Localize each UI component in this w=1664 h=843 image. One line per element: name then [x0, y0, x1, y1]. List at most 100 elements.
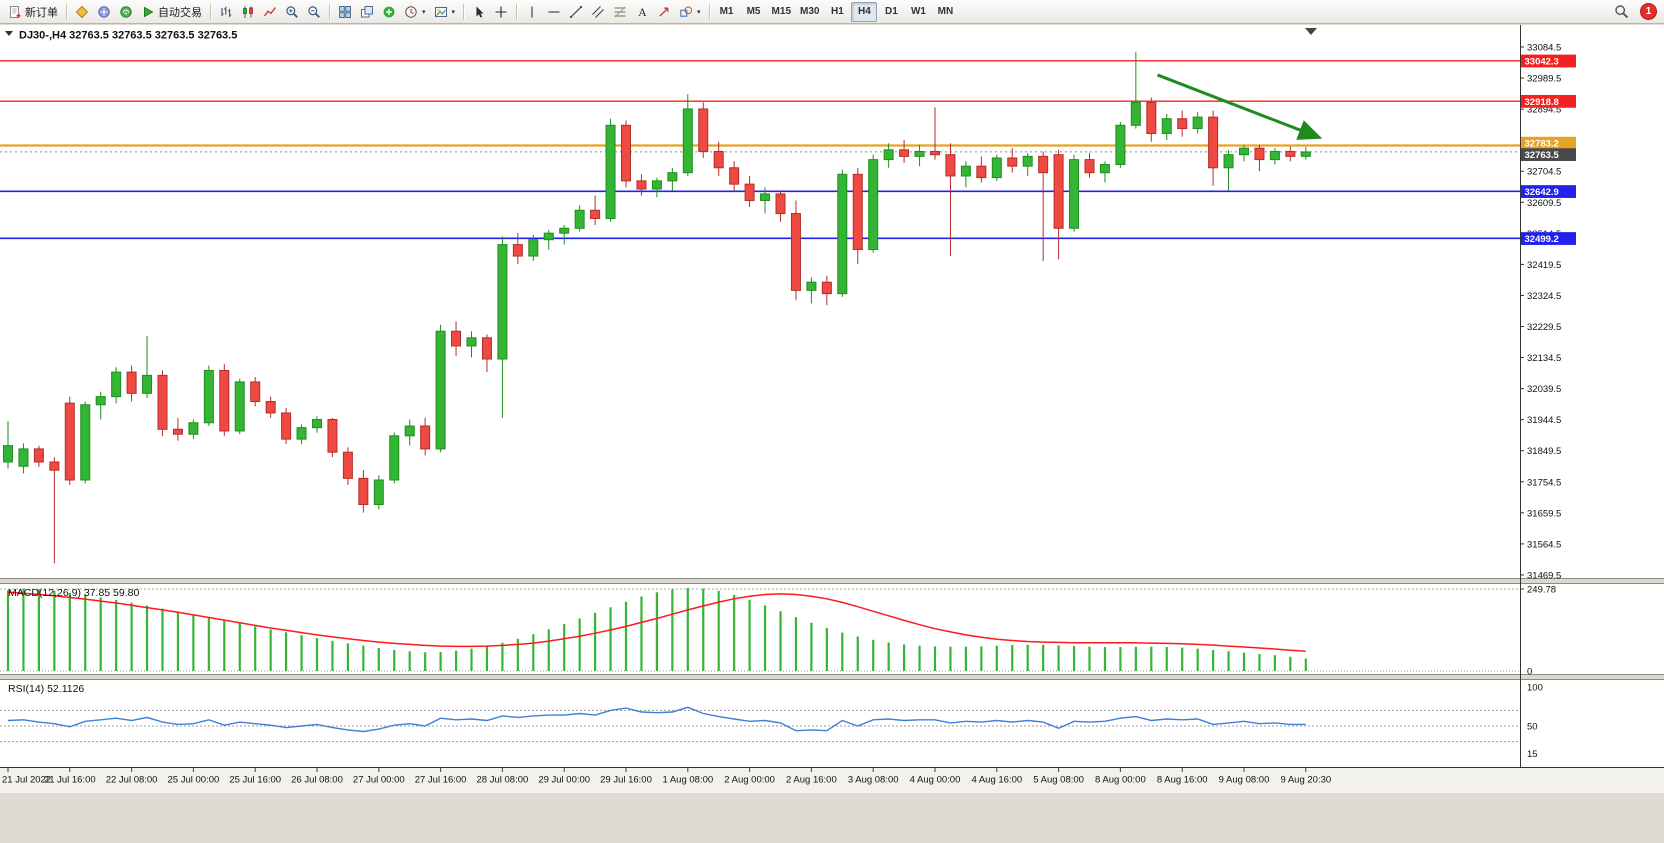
one-click-trading-toggle[interactable]	[5, 31, 13, 36]
price-badge-32642.9	[1521, 185, 1576, 198]
svg-text:32642.9: 32642.9	[1525, 187, 1559, 198]
time-tick-label: 9 Aug 08:00	[1219, 775, 1270, 786]
timeframe-group: M1 M5 M15 M30 H1 H4 D1 W1 MN	[714, 1, 959, 22]
indicators-button[interactable]	[378, 2, 400, 22]
cascade-windows-icon	[360, 5, 374, 19]
svg-text:32763.5: 32763.5	[1525, 150, 1560, 161]
channel-tool-button[interactable]	[587, 2, 609, 22]
macd-signal-line	[7, 591, 1306, 653]
autotrading-label: 自动交易	[158, 6, 202, 19]
new-order-button[interactable]: 新订单	[4, 2, 62, 22]
timeframe-D1-button[interactable]: D1	[878, 2, 904, 22]
chevron-down-icon: ▾	[697, 8, 701, 16]
search-button[interactable]	[1610, 2, 1633, 22]
time-tick-label: 3 Aug 08:00	[848, 775, 899, 786]
time-tick-label: 2 Aug 16:00	[786, 775, 837, 786]
macd-label: MACD(12,26,9) 37.85 59.80	[8, 587, 139, 599]
zoom-in-button[interactable]	[281, 2, 303, 22]
timeframe-M5-button[interactable]: M5	[741, 2, 767, 22]
indicators-icon	[382, 5, 396, 19]
price-level-lines[interactable]	[0, 60, 1520, 240]
termin al-button[interactable]	[115, 2, 137, 22]
fibonacci-tool-button[interactable]	[609, 2, 631, 22]
candle-chart-mode-button[interactable]	[237, 2, 259, 22]
price-tick-label: 32704.5	[1527, 167, 1561, 178]
chevron-down-icon: ▾	[451, 8, 456, 16]
time-tick-label: 26 Jul 08:00	[291, 775, 343, 786]
timeframe-H4-button[interactable]: H4	[851, 1, 878, 22]
trendline-icon	[569, 5, 583, 19]
chevron-down-icon: ▾	[422, 8, 426, 16]
cascade-windows-button[interactable]	[356, 2, 378, 22]
autotrading-button[interactable]: 自动交易	[137, 2, 206, 22]
price-tick-label: 32134.5	[1527, 353, 1561, 364]
trendline-tool-button[interactable]	[565, 2, 587, 22]
rsi-scale-label: 50	[1527, 722, 1538, 733]
toolbar-right: 1	[1610, 2, 1660, 22]
time-tick-label: 27 Jul 16:00	[415, 775, 467, 786]
separator	[708, 3, 710, 20]
rsi-scale-label: 100	[1527, 683, 1543, 694]
time-tick-label: 4 Aug 16:00	[971, 775, 1022, 786]
time-tick-label: 1 Aug 08:00	[662, 775, 713, 786]
price-tick-label: 31564.5	[1527, 539, 1561, 550]
cursor-arrow-icon	[472, 5, 486, 19]
navigator-button[interactable]	[93, 2, 115, 22]
price-scale[interactable]: 33084.532989.532894.532799.532704.532609…	[1520, 43, 1576, 760]
price-tick-label: 32039.5	[1527, 384, 1561, 395]
line-chart-mode-button[interactable]	[259, 2, 281, 22]
bar-chart-mode-button[interactable]	[215, 2, 237, 22]
timeframe-M1-button[interactable]: M1	[714, 2, 740, 22]
vertical-line-tool-button[interactable]	[521, 2, 543, 22]
text-icon: A	[635, 5, 649, 19]
timeframe-MN-button[interactable]: MN	[932, 2, 958, 22]
svg-text:32918.8: 32918.8	[1525, 97, 1559, 108]
time-tick-label: 5 Aug 08:00	[1033, 775, 1084, 786]
rsi-scale-label: 15	[1527, 749, 1538, 760]
notification-badge[interactable]: 1	[1640, 3, 1657, 20]
arrows-tool-button[interactable]	[653, 2, 675, 22]
rsi-line	[7, 706, 1306, 733]
macd-scale-label: 249.78	[1527, 585, 1556, 596]
time-tick-label: 4 Aug 00:00	[910, 775, 961, 786]
separator	[66, 3, 67, 20]
price-tick-label: 31849.5	[1527, 446, 1561, 457]
chart-shift-marker[interactable]	[1305, 28, 1317, 35]
play-icon	[141, 5, 155, 19]
timeframe-W1-button[interactable]: W1	[905, 2, 931, 22]
price-tick-label: 33084.5	[1527, 43, 1561, 54]
time-tick-label: 21 Jul 16:00	[44, 775, 96, 786]
time-tick-label: 2 Aug 00:00	[724, 775, 775, 786]
crosshair-icon	[494, 5, 508, 19]
shapes-tool-button[interactable]: ▾	[675, 2, 705, 22]
clock-icon	[404, 5, 418, 19]
horizontal-line-tool-button[interactable]	[543, 2, 565, 22]
market-watch-button[interactable]	[71, 2, 93, 22]
zoom-out-button[interactable]	[303, 2, 325, 22]
bars-icon	[219, 5, 233, 19]
price-tick-label: 31659.5	[1527, 508, 1561, 519]
price-tick-label: 32609.5	[1527, 198, 1561, 209]
periods-button[interactable]: ▾	[400, 2, 430, 22]
separator	[516, 3, 518, 20]
text-tool-button[interactable]: A	[631, 2, 653, 22]
templates-button[interactable]: ▾	[430, 2, 460, 22]
channel-icon	[591, 5, 605, 19]
timeframe-M30-button[interactable]: M30	[796, 2, 823, 22]
separator	[210, 3, 211, 20]
pane-splitter[interactable]	[0, 579, 1664, 583]
cursor-tool-button[interactable]	[468, 2, 490, 22]
chart-canvas[interactable]: DJ30-,H4 32763.5 32763.5 32763.5 32763.5…	[0, 25, 1664, 793]
timeframe-H1-button[interactable]: H1	[824, 2, 850, 22]
crosshair-tool-button[interactable]	[490, 2, 512, 22]
tile-windows-button[interactable]	[334, 2, 356, 22]
trend-arrow-annotation[interactable]	[1156, 73, 1323, 140]
timeframe-M15-button[interactable]: M15	[768, 2, 795, 22]
chart-window[interactable]: DJ30-,H4 32763.5 32763.5 32763.5 32763.5…	[0, 25, 1664, 793]
current-price-badge	[1521, 148, 1576, 162]
price-tick-label: 32324.5	[1527, 291, 1561, 302]
pane-splitter[interactable]	[0, 675, 1664, 679]
toolbar: 新订单 自动交易 ▾ ▾ A ▾ M1 M5 M15 M30 H1 H4 D1 W1 MN 1	[0, 0, 1664, 24]
separator	[463, 3, 465, 20]
